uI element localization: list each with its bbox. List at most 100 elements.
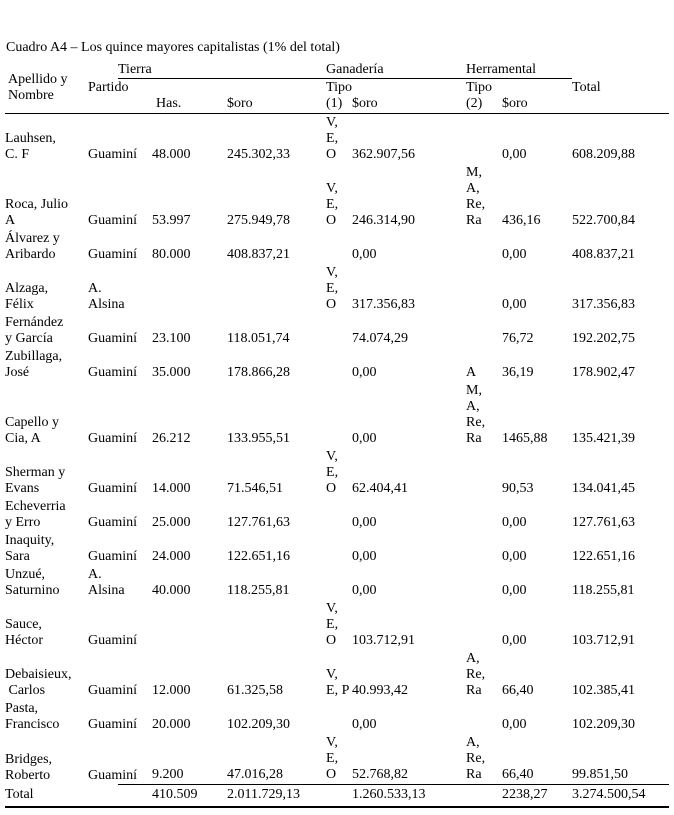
cell-name: Debaisieux, Carlos <box>5 667 72 698</box>
cell-oro-tierra: 61.325,58 <box>227 683 283 698</box>
cell-oro-tierra <box>227 600 326 650</box>
cell-oro-tierra: 133.955,51 <box>227 431 290 446</box>
cell-oro-herramental: 0,00 <box>502 717 527 732</box>
cell-oro-herramental: 0,00 <box>502 549 527 564</box>
cell-oro-ganaderia: 362.907,56 <box>352 147 416 162</box>
cell-total: 134.041,45 <box>572 481 636 496</box>
cell-tipo-ganaderia: V, E, O <box>326 181 339 228</box>
col-group-herramental: Herramental <box>466 62 573 79</box>
table-row: Alzaga, Félix A. Alsina V, E, O 317.356,83 0… <box>5 264 669 314</box>
cell-total: 522.700,84 <box>572 213 636 228</box>
cell-name: Alzaga, Félix <box>5 281 49 312</box>
cell-partido: Guaminí <box>88 331 137 346</box>
cell-has: 35.000 <box>152 365 191 380</box>
cell-oro-herramental: 66,40 <box>502 767 534 782</box>
cell-name: Capello y Cia, A <box>5 415 60 446</box>
cell-total-tipo-herramental <box>466 784 503 808</box>
cell-partido: Guaminí <box>88 247 137 262</box>
cell-tipo-herramental <box>466 448 502 498</box>
cell-total: 102.209,30 <box>572 717 636 732</box>
cell-partido: A. Alsina <box>88 567 125 598</box>
cell-oro-herramental: 0,00 <box>502 247 527 262</box>
cell-has: 12.000 <box>152 683 191 698</box>
table-row: Sherman y Evans Guaminí 14.000 71.546,51 V, … <box>5 448 669 498</box>
cell-oro-ganaderia: 74.074,29 <box>352 331 409 346</box>
cell-total-oro-tierra: 2.011.729,13 <box>227 784 327 808</box>
cell-tipo-herramental <box>466 314 502 348</box>
cell-total: 99.851,50 <box>572 767 629 782</box>
cell-total: 103.712,91 <box>572 633 636 648</box>
cell-total-oro-ganaderia: 1.260.533,13 <box>352 784 467 808</box>
cell-oro-tierra: 118.255,81 <box>227 583 290 598</box>
cell-oro-ganaderia: 40.993,42 <box>352 683 409 698</box>
col-group-tierra: Tierra <box>118 62 327 79</box>
cell-tipo-herramental: A <box>466 365 477 380</box>
cell-oro-ganaderia: 0,00 <box>352 583 377 598</box>
table-row: Álvarez y Aribardo Guaminí 80.000 408.837,2… <box>5 230 669 264</box>
col-header-oro-tierra: $oro <box>227 78 327 114</box>
cell-oro-herramental: 0,00 <box>502 515 527 530</box>
cell-oro-tierra: 178.866,28 <box>227 365 290 380</box>
table-caption: Cuadro A4 – Los quince mayores capitalis… <box>6 40 340 55</box>
cell-has: 9.200 <box>152 767 184 782</box>
cell-total-has: 410.509 <box>118 784 227 808</box>
cell-oro-ganaderia: 0,00 <box>352 717 377 732</box>
cell-tipo-herramental <box>466 700 502 734</box>
cell-oro-ganaderia: 0,00 <box>352 247 377 262</box>
table-row: Bridges, Roberto Guaminí 9.200 47.016,28 V, … <box>5 734 669 785</box>
cell-oro-tierra: 408.837,21 <box>227 247 290 262</box>
cell-name: Lauhsen, C. F <box>5 131 56 162</box>
cell-total-total: 3.274.500,54 <box>572 784 670 808</box>
cell-total: 118.255,81 <box>572 583 635 598</box>
cell-tipo-herramental: M, A, Re, Ra <box>466 383 486 446</box>
cell-tipo-ganaderia <box>326 566 352 600</box>
table-row: Echeverria y Erro Guaminí 25.000 127.761,63… <box>5 498 669 532</box>
cell-tipo-herramental <box>466 264 502 314</box>
cell-name: Bridges, Roberto <box>5 751 53 783</box>
cell-oro-ganaderia: 0,00 <box>352 515 377 530</box>
cell-oro-ganaderia: 246.314,90 <box>352 213 416 228</box>
table-row: Zubillaga, José Guaminí 35.000 178.866,28 0,… <box>5 348 669 382</box>
cell-total: 127.761,63 <box>572 515 636 530</box>
cell-tipo-ganaderia: V, E, O <box>326 449 339 496</box>
col-header-tipo-2: Tipo (2) <box>466 78 503 114</box>
cell-oro-ganaderia: 0,00 <box>352 431 377 446</box>
cell-oro-tierra <box>227 264 326 314</box>
cell-total-tipo-ganaderia <box>326 784 353 808</box>
cell-total: 408.837,21 <box>572 247 636 262</box>
cell-total-label: Total <box>5 784 88 808</box>
cell-tipo-ganaderia <box>326 230 352 264</box>
col-header-oro-herramental: $oro <box>502 78 573 114</box>
col-group-ganaderia: Ganadería <box>326 62 467 79</box>
cell-has <box>118 264 227 314</box>
cell-has: 14.000 <box>152 481 191 496</box>
cell-tipo-ganaderia <box>326 382 352 448</box>
cell-total: 102.385,41 <box>572 683 636 698</box>
cell-oro-herramental: 0,00 <box>502 633 527 648</box>
cell-tipo-ganaderia: V, E, P <box>326 667 350 698</box>
cell-name: Inaquity, Sara <box>5 533 55 564</box>
cell-oro-ganaderia: 62.404,41 <box>352 481 409 496</box>
cell-oro-tierra: 102.209,30 <box>227 717 290 732</box>
cell-total: 135.421,39 <box>572 431 636 446</box>
cell-oro-herramental: 1465,88 <box>502 431 548 446</box>
cell-name: Pasta, Francisco <box>5 701 60 732</box>
cell-name: Roca, Julio A <box>5 197 68 228</box>
cell-total: 192.202,75 <box>572 331 636 346</box>
cell-oro-ganaderia: 317.356,83 <box>352 297 416 312</box>
cell-has: 26.212 <box>152 431 191 446</box>
cell-tipo-ganaderia: V, E, O <box>326 601 339 648</box>
cell-total-partido <box>88 784 118 808</box>
cell-partido: Guaminí <box>88 549 137 564</box>
cell-oro-ganaderia: 0,00 <box>352 549 377 564</box>
cell-total-oro-herramental: 2238,27 <box>502 784 573 808</box>
col-header-oro-ganaderia: $oro <box>352 78 467 114</box>
cell-oro-ganaderia: 103.712,91 <box>352 633 416 648</box>
cell-has: 40.000 <box>152 583 191 598</box>
cell-oro-herramental: 66,40 <box>502 683 534 698</box>
cell-has: 80.000 <box>152 247 191 262</box>
cell-tipo-herramental <box>466 600 502 650</box>
col-header-total: Total <box>572 62 670 114</box>
cell-tipo-herramental <box>466 498 502 532</box>
